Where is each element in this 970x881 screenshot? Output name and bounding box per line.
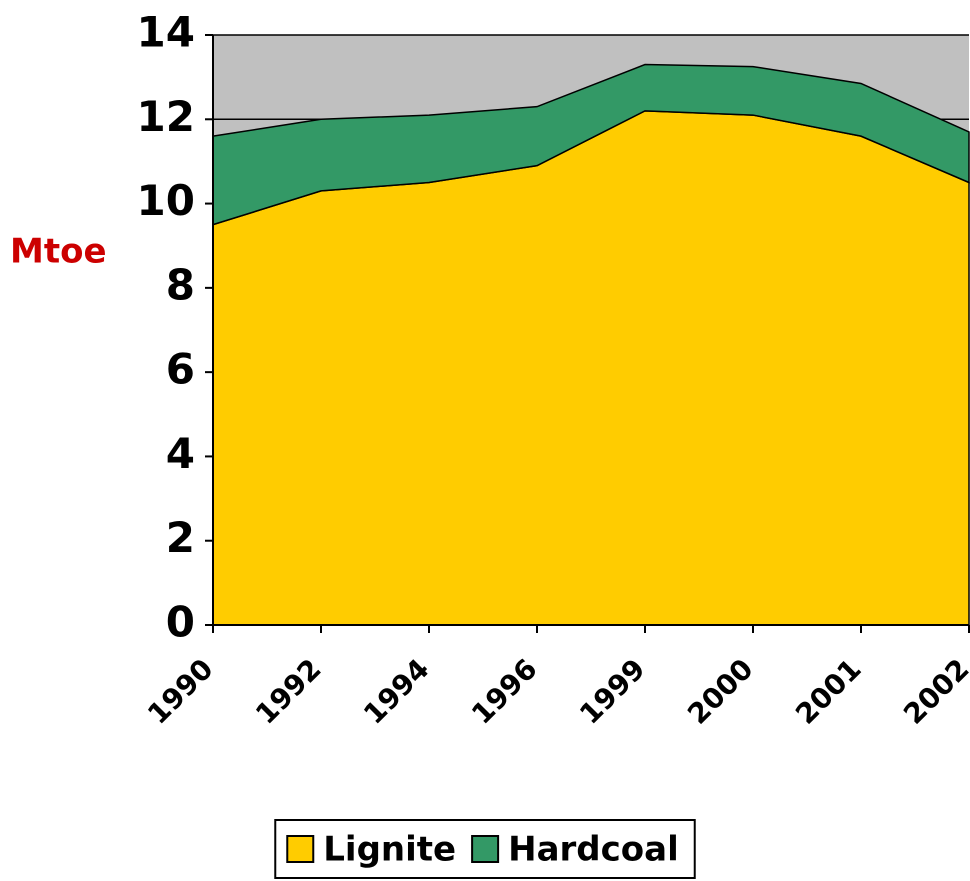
y-tick-label: 0: [166, 598, 195, 647]
x-tick-label: 1994: [357, 652, 435, 730]
legend-swatch: [471, 835, 500, 863]
y-tick-label: 6: [166, 345, 195, 394]
area: [212, 63, 970, 226]
y-tick-label: 12: [137, 92, 195, 141]
y-tick-label: 8: [166, 260, 195, 309]
x-tick-label: 1992: [249, 652, 327, 730]
x-tick-label: 2001: [789, 652, 867, 730]
x-tick-label: 1990: [141, 652, 219, 730]
x-tick-label: 2000: [681, 652, 759, 730]
y-axis-label: Mtoe: [10, 232, 107, 272]
y-tick-label: 4: [166, 429, 195, 478]
y-tick-label: 2: [166, 513, 195, 562]
legend-swatch: [286, 835, 315, 863]
x-tick-label: 2002: [897, 652, 970, 730]
legend-label: Lignite: [323, 830, 456, 870]
y-tick-label: 10: [137, 176, 195, 225]
y-tick-label: 14: [137, 8, 195, 57]
x-tick-label: 1999: [573, 652, 651, 730]
x-tick-label: 1996: [465, 652, 543, 730]
legend-label: Hardcoal: [508, 830, 679, 870]
legend: Lignite Hardcoal: [274, 819, 696, 879]
